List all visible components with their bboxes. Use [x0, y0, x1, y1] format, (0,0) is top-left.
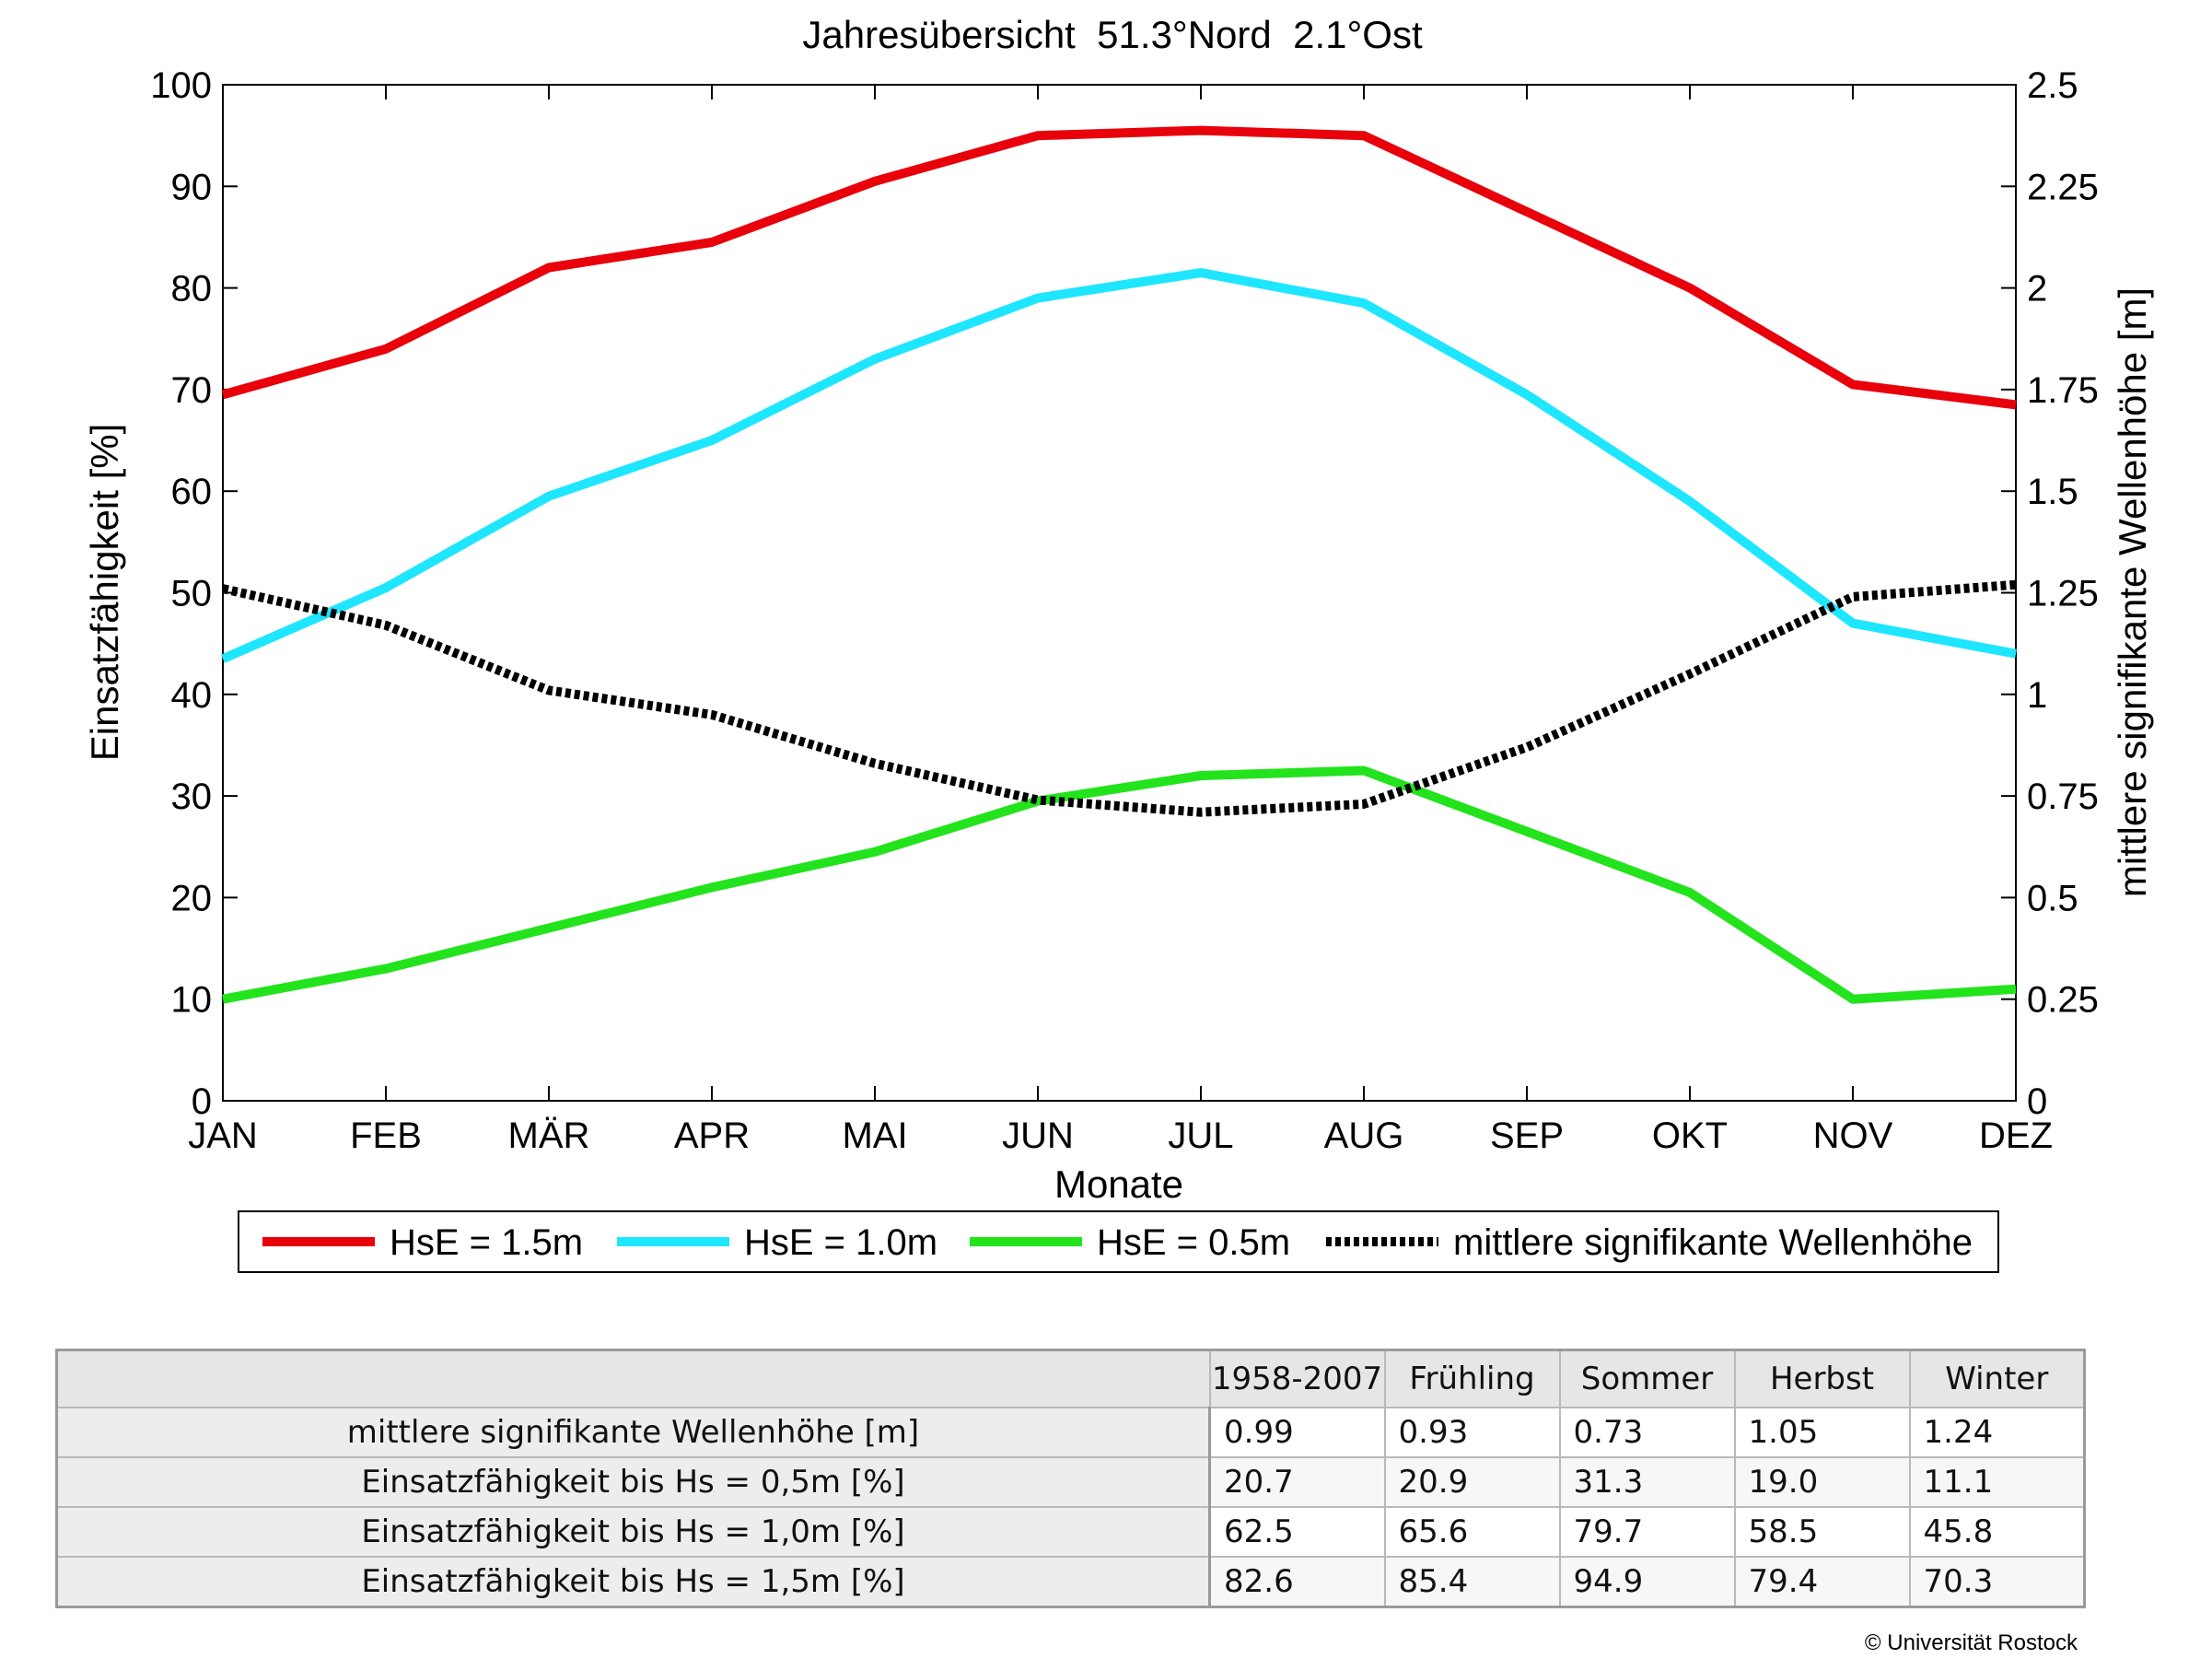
- x-tick-label: APR: [674, 1116, 750, 1156]
- row-label: Einsatzfähigkeit bis Hs = 1,0m [%]: [55, 1506, 1211, 1558]
- y-tick-label-right: 1.5: [2027, 472, 2078, 512]
- table-cell: 0.73: [1558, 1407, 1736, 1458]
- y-axis-label-right: mittlere signifikante Wellenhöhe [m]: [2111, 287, 2154, 897]
- x-tick-label: JUN: [1002, 1116, 1074, 1156]
- table-header-autumn: Herbst: [1733, 1349, 1911, 1408]
- table-cell: 79.7: [1558, 1506, 1736, 1558]
- y-tick-label-right: 0: [2027, 1081, 2047, 1122]
- table-cell: 85.4: [1383, 1556, 1561, 1608]
- y-tick-label-left: 80: [171, 269, 213, 310]
- x-tick-label: MAI: [842, 1116, 907, 1156]
- y-tick-label-left: 30: [171, 777, 213, 817]
- table-row: Einsatzfähigkeit bis Hs = 1,5m [%] 82.6 …: [55, 1556, 2086, 1608]
- chart: Jahresübersicht 51.3°Nord 2.1°Ost JAN FEB…: [83, 13, 2154, 1273]
- table-cell: 20.7: [1208, 1456, 1386, 1508]
- table-cell: 58.5: [1733, 1506, 1911, 1558]
- legend-label: mittlere signifikante Wellenhöhe: [1453, 1222, 1973, 1263]
- table-cell: 79.4: [1733, 1556, 1911, 1608]
- y-tick-label-left: 100: [150, 65, 212, 106]
- series-line-3: [221, 579, 2017, 817]
- y-tick-label-left: 20: [171, 878, 213, 918]
- table-row: mittlere signifikante Wellenhöhe [m] 0.9…: [55, 1407, 2086, 1458]
- row-label: Einsatzfähigkeit bis Hs = 0,5m [%]: [55, 1456, 1211, 1508]
- y-tick-label-right: 2.5: [2027, 65, 2078, 106]
- table-cell: 0.99: [1208, 1407, 1386, 1458]
- series-line-1: [221, 268, 2017, 663]
- table-corner-cell: [55, 1349, 1211, 1408]
- table-cell: 1.05: [1733, 1407, 1911, 1458]
- table-header-row: 1958-2007 Frühling Sommer Herbst Winter: [55, 1349, 2086, 1408]
- table-cell: 31.3: [1558, 1456, 1736, 1508]
- table-row: Einsatzfähigkeit bis Hs = 0,5m [%] 20.7 …: [55, 1456, 2086, 1508]
- y-tick-label-left: 60: [171, 472, 213, 512]
- axis-tick-labels: JAN FEB MÄR APR MAI JUN JUL AUG SEP OKT NOV DEZ0102…: [150, 65, 2099, 1156]
- table-cell: 45.8: [1908, 1506, 2086, 1558]
- y-tick-label-left: 10: [171, 980, 213, 1021]
- table-cell: 62.5: [1208, 1506, 1386, 1558]
- y-tick-label-right: 1.25: [2027, 574, 2099, 614]
- copyright-note: © Universität Rostock: [1864, 1630, 2078, 1655]
- x-tick-label: JUL: [1168, 1116, 1233, 1156]
- summary-table: 1958-2007 Frühling Sommer Herbst Winter …: [55, 1349, 2086, 1608]
- table-cell: 82.6: [1208, 1556, 1386, 1608]
- series-layer: [221, 125, 2017, 1004]
- y-tick-label-right: 0.75: [2027, 777, 2099, 817]
- table-cell: 1.24: [1908, 1407, 2086, 1458]
- table-header-period: 1958-2007: [1208, 1349, 1386, 1408]
- x-tick-label: MÄR: [508, 1116, 590, 1156]
- y-tick-label-right: 2.25: [2027, 167, 2099, 207]
- y-tick-label-right: 2: [2027, 269, 2047, 310]
- x-tick-label: JAN: [188, 1116, 258, 1156]
- x-tick-label: FEB: [350, 1116, 422, 1156]
- table-cell: 70.3: [1908, 1556, 2086, 1608]
- row-label: mittlere signifikante Wellenhöhe [m]: [55, 1407, 1211, 1458]
- table-cell: 94.9: [1558, 1556, 1736, 1608]
- legend: HsE = 1.5m HsE = 1.0m HsE = 0.5m mittlere s…: [238, 1210, 1999, 1273]
- y-tick-label-right: 1.75: [2027, 370, 2099, 411]
- table-cell: 65.6: [1383, 1506, 1561, 1558]
- legend-box: [238, 1210, 1999, 1273]
- y-tick-label-left: 0: [192, 1081, 212, 1122]
- legend-label: HsE = 1.5m: [390, 1222, 583, 1263]
- x-tick-label: OKT: [1652, 1116, 1728, 1156]
- series-line-0: [221, 125, 2017, 410]
- x-tick-label: SEP: [1490, 1116, 1564, 1156]
- x-tick-label: NOV: [1813, 1116, 1893, 1156]
- table-cell: 11.1: [1908, 1456, 2086, 1508]
- table-header-summer: Sommer: [1558, 1349, 1736, 1408]
- y-tick-label-left: 40: [171, 675, 213, 716]
- y-tick-label-right: 0.5: [2027, 878, 2078, 918]
- legend-label: HsE = 0.5m: [1097, 1222, 1290, 1263]
- series-line-2: [222, 765, 2017, 1004]
- x-axis-label: Monate: [1054, 1162, 1183, 1206]
- plot-area: [222, 84, 2017, 1102]
- x-tick-label: AUG: [1324, 1116, 1404, 1156]
- y-tick-label-left: 70: [171, 370, 213, 411]
- table-row: Einsatzfähigkeit bis Hs = 1,0m [%] 62.5 …: [55, 1506, 2086, 1558]
- table-header-winter: Winter: [1908, 1349, 2086, 1408]
- row-label: Einsatzfähigkeit bis Hs = 1,5m [%]: [55, 1556, 1211, 1608]
- table-cell: 19.0: [1733, 1456, 1911, 1508]
- y-tick-label-left: 90: [171, 167, 213, 207]
- table-header-spring: Frühling: [1383, 1349, 1561, 1408]
- chart-title: Jahresübersicht 51.3°Nord 2.1°Ost: [802, 13, 1423, 56]
- x-tick-label: DEZ: [1979, 1116, 2053, 1156]
- axis-ticks: [222, 84, 2017, 1102]
- table-cell: 20.9: [1383, 1456, 1561, 1508]
- y-tick-label-right: 1: [2027, 675, 2047, 716]
- table-cell: 0.93: [1383, 1407, 1561, 1458]
- y-tick-label-right: 0.25: [2027, 980, 2099, 1021]
- legend-label: HsE = 1.0m: [744, 1222, 937, 1263]
- y-axis-label-left: Einsatzfähigkeit [%]: [83, 424, 126, 762]
- y-tick-label-left: 50: [171, 574, 213, 614]
